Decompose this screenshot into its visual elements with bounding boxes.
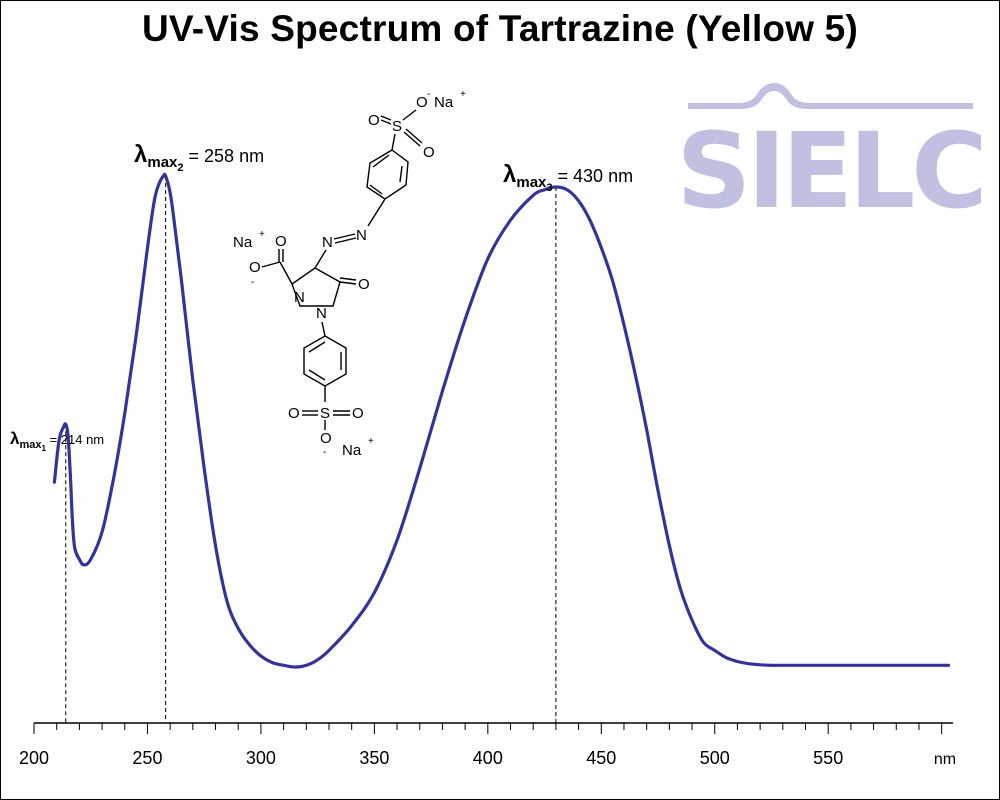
- charge-plus-bottom: +: [368, 436, 374, 447]
- x-tick-label: 550: [813, 748, 843, 768]
- spectrum-line: [52, 172, 951, 669]
- charge-plus-left: +: [259, 229, 265, 240]
- atom-o-right-top: O: [423, 144, 435, 161]
- peak-guide-lines: [65, 176, 557, 723]
- atom-o-carboxylate: O: [249, 259, 261, 276]
- logo-swoosh: [688, 83, 973, 109]
- pyrazolone-ring: [291, 267, 341, 307]
- x-tick-label: 250: [132, 748, 162, 768]
- na-left: Na: [233, 234, 253, 251]
- peak-label-2: λmax2 = 258 nm: [134, 141, 264, 174]
- tartrazine-structure: O - Na + O S O N N O N N Na + O O: [233, 89, 466, 459]
- charge-minus-bottom: -: [323, 447, 326, 458]
- bond: [402, 109, 417, 121]
- na-top: Na: [434, 94, 454, 111]
- bond: [380, 115, 392, 121]
- bond: [261, 261, 281, 268]
- bond: [279, 261, 293, 285]
- benzene-ring-top: [366, 149, 409, 200]
- peak-label-2-text: = 258 nm: [184, 146, 265, 166]
- peak-label-3-lambda: λ: [503, 161, 516, 188]
- bond: [321, 321, 326, 337]
- atom-o-left-top: O: [368, 112, 380, 129]
- x-tick-label: 450: [586, 748, 616, 768]
- bond: [399, 165, 403, 183]
- peak-label-2-sub: max: [147, 154, 178, 171]
- chart-title: UV-Vis Spectrum of Tartrazine (Yellow 5): [142, 8, 858, 49]
- x-axis: 200 250 300 350 400 450 500 550 nm: [19, 722, 956, 768]
- bond: [333, 233, 356, 240]
- bond: [405, 128, 423, 144]
- charge-minus-left: -: [251, 277, 254, 288]
- peak-label-3: λmax3 = 430 nm: [503, 161, 633, 194]
- atom-o-carbonyl: O: [275, 233, 287, 250]
- x-tick-label: 200: [19, 748, 49, 768]
- x-tick-label: 300: [246, 748, 276, 768]
- peak-label-1-subindex: 1: [42, 444, 47, 453]
- peak-label-1-text: = 214 nm: [46, 432, 104, 447]
- bond: [380, 119, 392, 125]
- bond: [391, 133, 396, 151]
- atom-n-ring-2: N: [316, 305, 327, 322]
- bond: [308, 341, 326, 353]
- bond: [339, 281, 357, 285]
- bond: [308, 369, 326, 381]
- peak-label-2-subindex: 2: [177, 162, 183, 174]
- na-bottom: Na: [342, 442, 362, 459]
- bond: [367, 198, 386, 227]
- peak-label-3-subindex: 3: [546, 182, 552, 194]
- peak-label-1-lambda: λ: [10, 429, 20, 448]
- x-tick-label: 400: [473, 748, 503, 768]
- bond: [403, 131, 421, 147]
- bond: [339, 277, 357, 281]
- x-tick-label: 500: [700, 748, 730, 768]
- peak-label-1: λmax1 = 214 nm: [10, 429, 104, 453]
- x-axis-unit-label: nm: [934, 751, 956, 768]
- atom-s-bottom: S: [320, 405, 330, 422]
- atom-o-right-bottom: O: [352, 405, 364, 422]
- atom-o-left-bottom: O: [288, 405, 300, 422]
- atom-n-azo-2: N: [322, 234, 333, 251]
- bond: [334, 237, 357, 244]
- benzene-ring-bottom: [303, 335, 347, 387]
- sielc-logo: SIELC: [676, 83, 988, 232]
- atom-n-ring-1: N: [294, 289, 305, 306]
- bond: [369, 184, 383, 195]
- x-tick-label: 350: [359, 748, 389, 768]
- logo-text: SIELC: [676, 110, 983, 232]
- peak-label-1-sub: max: [19, 439, 42, 451]
- atom-s-top: S: [392, 118, 402, 135]
- charge-minus-top: -: [427, 89, 430, 100]
- atom-o-top: O: [416, 94, 428, 111]
- peak-label-3-text: = 430 nm: [553, 166, 634, 186]
- bond: [372, 154, 390, 168]
- bond: [314, 249, 327, 269]
- peak-label-2-lambda: λ: [134, 141, 147, 168]
- atom-o-bottom: O: [320, 430, 332, 447]
- atom-o-ketone: O: [358, 276, 370, 293]
- atom-n-azo-1: N: [356, 227, 367, 244]
- x-axis-tick-labels: 200 250 300 350 400 450 500 550: [19, 748, 843, 768]
- charge-plus-top: +: [460, 89, 466, 100]
- peak-label-3-sub: max: [516, 174, 547, 191]
- x-axis-ticks: [33, 723, 943, 734]
